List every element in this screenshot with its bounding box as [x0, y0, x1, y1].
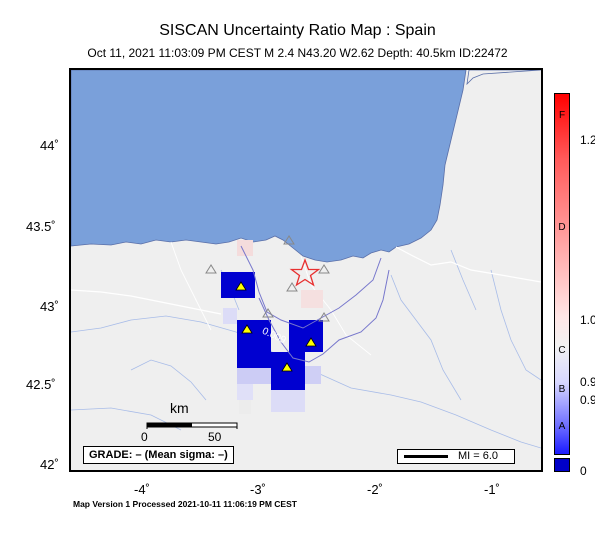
mi-label: MI = 6.0 [458, 450, 499, 462]
x-label-3: -3˚ [250, 482, 266, 497]
map-title: SISCAN Uncertainty Ratio Map : Spain [159, 22, 436, 39]
triangle-icon [241, 324, 253, 334]
colorbar-value-0-9a: 0.9 [580, 375, 595, 389]
triangle-icon [318, 264, 330, 274]
triangle-icon [305, 337, 317, 347]
colorbar-value-1-0: 1.0 [580, 313, 595, 327]
colorbar [554, 93, 570, 455]
triangle-icon [283, 235, 295, 245]
triangle-icon [318, 312, 330, 322]
event-info: Oct 11, 2021 11:03:09 PM CEST M 2.4 N43.… [87, 46, 508, 60]
stations-used [235, 281, 317, 372]
colorbar-value-1-2: 1.2 [580, 133, 595, 147]
colorbar-letter-c: C [558, 345, 566, 356]
y-label-44: 44˚ [40, 138, 59, 153]
footer-version: Map Version 1 Processed 2021-10-11 11:06… [73, 499, 297, 509]
y-label-42: 42˚ [40, 457, 59, 472]
star-icon [289, 258, 321, 287]
x-label-1: -1˚ [484, 482, 500, 497]
scale-end: 50 [208, 430, 222, 444]
triangle-icon [281, 362, 293, 372]
x-label-4: -4˚ [134, 482, 150, 497]
colorbar-letter-b: B [558, 384, 566, 395]
colorbar-value-0: 0 [580, 464, 587, 478]
triangle-icon [235, 281, 247, 291]
scale-start: 0 [141, 430, 148, 444]
stations [205, 235, 330, 322]
colorbar-value-0-9b: 0.9 [580, 393, 595, 407]
ratio-cell-high [221, 272, 255, 298]
y-label-42-5: 42.5˚ [26, 377, 56, 392]
mi-line [404, 455, 448, 458]
scale-bar [146, 422, 238, 429]
ratio-cell-high [237, 320, 271, 368]
x-label-2: -2˚ [367, 482, 383, 497]
sea-area [71, 70, 467, 263]
triangle-icon [262, 308, 274, 318]
y-label-43: 43˚ [40, 299, 59, 314]
colorbar-letter-a: A [558, 421, 566, 432]
map-area[interactable]: 0.009 [69, 68, 543, 472]
colorbar-letter-d: D [558, 222, 566, 233]
triangle-icon [286, 282, 298, 292]
mi-legend: MI = 6.0 [397, 449, 515, 464]
ratio-cells [221, 240, 323, 414]
scale-unit: km [170, 400, 189, 416]
y-label-43-5: 43.5˚ [26, 219, 56, 234]
map-canvas: 0.009 [71, 70, 541, 449]
colorbar-low-cell [554, 458, 570, 472]
colorbar-letter-f: F [558, 110, 566, 121]
grade-box: GRADE: – (Mean sigma: –) [83, 446, 234, 464]
triangle-icon [205, 264, 217, 274]
